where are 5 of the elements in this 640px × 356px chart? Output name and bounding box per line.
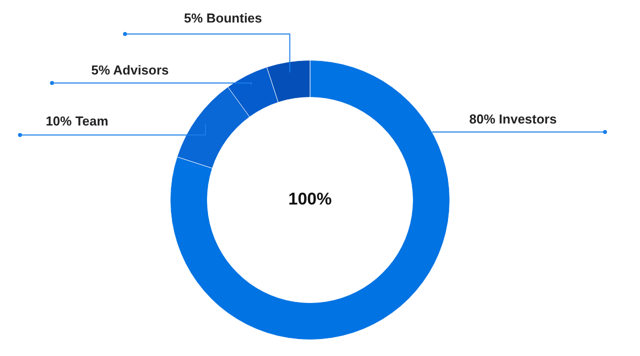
slice-label: 80% Investors [469,112,557,127]
slice-label: 5% Advisors [91,62,169,78]
slice-label: 5% Bounties [184,10,262,26]
slice-label: 10% Team [46,114,108,129]
text: 100% [288,190,332,209]
